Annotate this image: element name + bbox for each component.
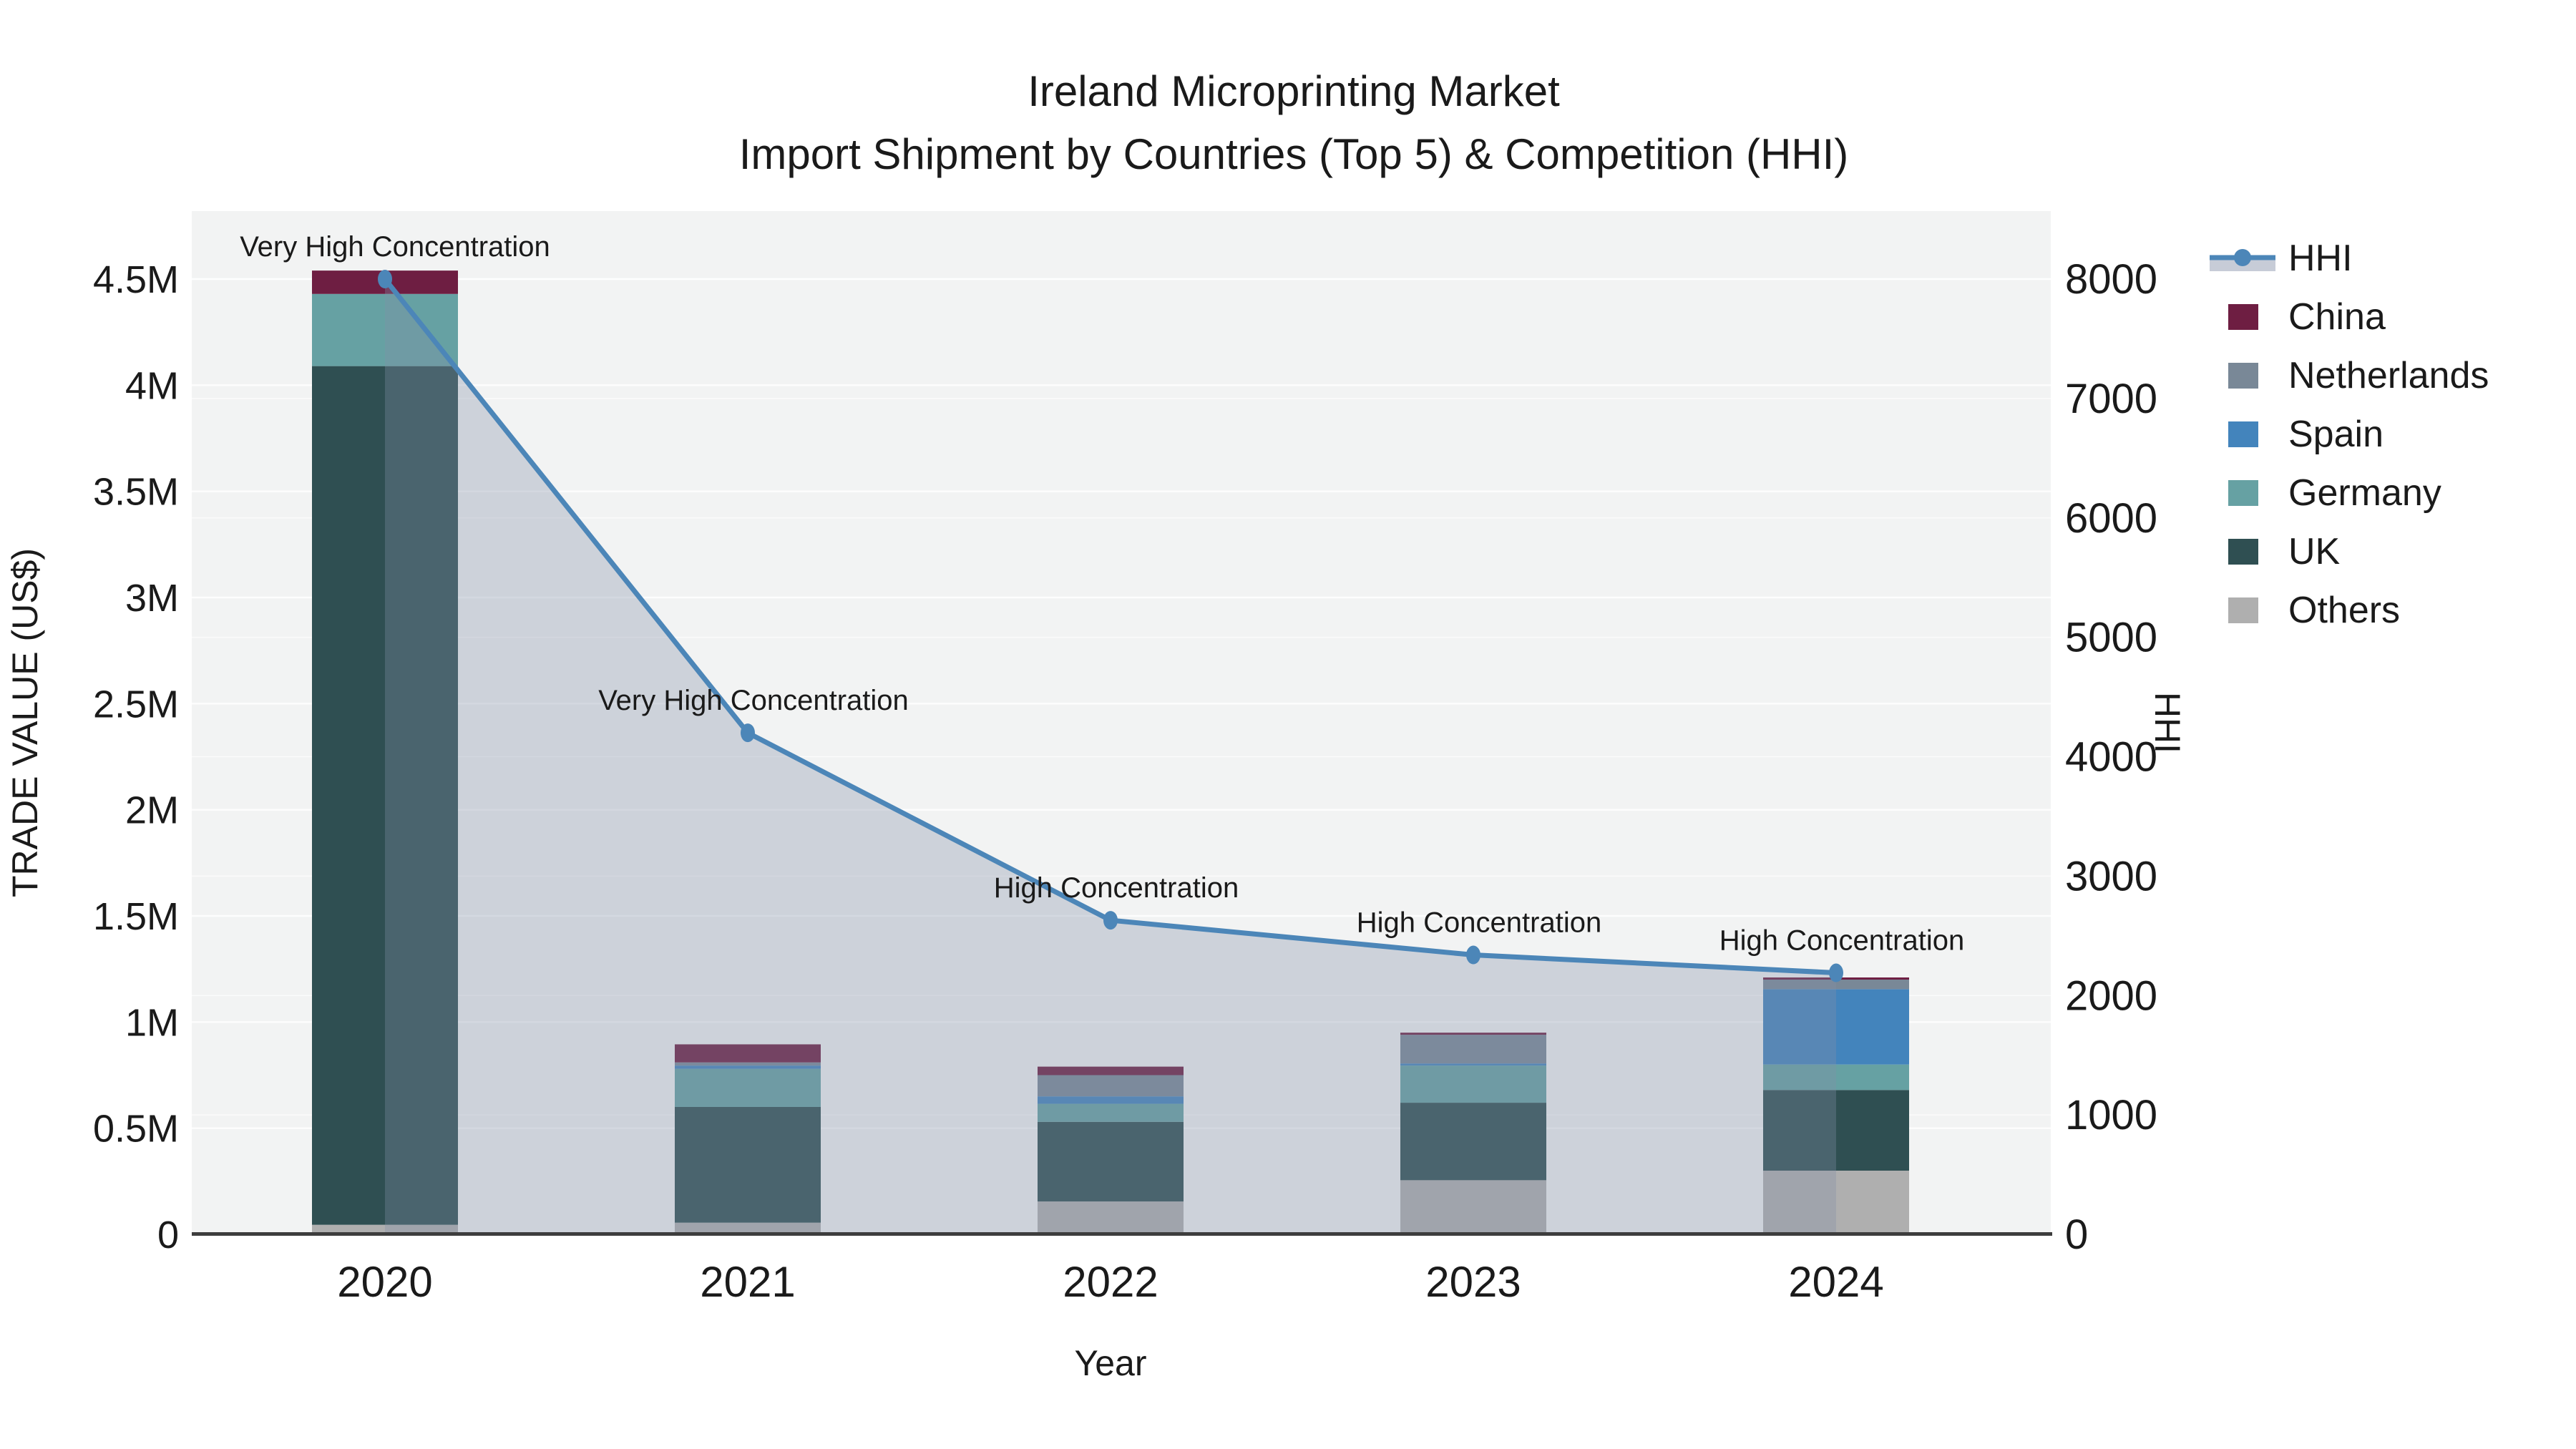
- hhi-marker-2021[interactable]: [741, 723, 755, 743]
- legend: HHI China Netherlands Spain Germany UK Others: [2210, 238, 2489, 631]
- bar-segment-uk-2024[interactable]: [1763, 1090, 1909, 1171]
- bar-segment-uk-2022[interactable]: [1038, 1121, 1184, 1202]
- legend-item-netherlands[interactable]: Netherlands: [2228, 355, 2489, 396]
- right-tick-7000: 7000: [2065, 376, 2157, 422]
- left-tick-3M: 3M: [125, 577, 179, 620]
- annotation-2022: High Concentration: [994, 872, 1239, 904]
- right-tick-2000: 2000: [2065, 972, 2157, 1019]
- x-axis-line: [192, 1232, 2052, 1236]
- bar-segment-china-2022[interactable]: [1038, 1066, 1184, 1075]
- bar-segment-germany-2021[interactable]: [675, 1068, 821, 1107]
- annotation-2024: High Concentration: [1719, 925, 1964, 957]
- annotation-2023: High Concentration: [1357, 907, 1601, 939]
- bar-segment-spain-2022[interactable]: [1038, 1096, 1184, 1104]
- left-tick-4M: 4M: [125, 364, 179, 407]
- annotation-2021: Very High Concentration: [598, 685, 909, 716]
- bar-segment-china-2021[interactable]: [675, 1044, 821, 1063]
- left-tick-3.5M: 3.5M: [93, 471, 179, 514]
- bar-segment-uk-2023[interactable]: [1400, 1103, 1546, 1181]
- right-tick-8000: 8000: [2065, 256, 2157, 303]
- right-tick-6000: 6000: [2065, 495, 2157, 542]
- annotation-2020: Very High Concentration: [240, 231, 550, 263]
- legend-swatch-spain: [2228, 421, 2258, 447]
- hhi-marker-2020[interactable]: [378, 270, 392, 288]
- bar-segment-spain-2021[interactable]: [675, 1065, 821, 1069]
- bar-segment-china-2023[interactable]: [1400, 1033, 1546, 1035]
- bar-segment-others-2021[interactable]: [675, 1222, 821, 1234]
- legend-label-china: China: [2288, 296, 2386, 338]
- left-tick-1M: 1M: [125, 1001, 179, 1044]
- left-axis-title: TRADE VALUE (US$): [5, 548, 45, 897]
- chart-title-line2: Import Shipment by Countries (Top 5) & C…: [739, 130, 1849, 178]
- legend-label-uk: UK: [2288, 531, 2341, 572]
- x-tick-2024: 2024: [1788, 1258, 1883, 1306]
- legend-item-germany[interactable]: Germany: [2228, 472, 2441, 514]
- chart-title-line1: Ireland Microprinting Market: [1028, 67, 1560, 115]
- hhi-marker-2022[interactable]: [1103, 911, 1118, 930]
- legend-label-germany: Germany: [2288, 472, 2441, 514]
- legend-label-netherlands: Netherlands: [2288, 355, 2489, 396]
- left-tick-2M: 2M: [125, 789, 179, 832]
- bar-segment-others-2023[interactable]: [1400, 1180, 1546, 1234]
- right-tick-3000: 3000: [2065, 853, 2157, 899]
- annotations: Very High Concentration Very High Concent…: [240, 231, 1964, 957]
- right-axis-title: HHI: [2147, 692, 2187, 753]
- bar-segment-netherlands-2024[interactable]: [1763, 980, 1909, 990]
- right-tick-0: 0: [2065, 1211, 2088, 1258]
- hhi-marker-2024[interactable]: [1829, 963, 1843, 982]
- stacked-bars: [312, 270, 1909, 1234]
- legend-swatch-others: [2228, 597, 2258, 623]
- bar-segment-others-2022[interactable]: [1038, 1201, 1184, 1234]
- hhi-area-fill: [385, 279, 1836, 1234]
- bar-segment-germany-2023[interactable]: [1400, 1065, 1546, 1103]
- legend-item-china[interactable]: China: [2228, 296, 2386, 338]
- left-tick-2.5M: 2.5M: [93, 683, 179, 726]
- x-tick-2022: 2022: [1063, 1258, 1158, 1306]
- hhi-area: [385, 279, 1836, 1234]
- legend-label-hhi: HHI: [2288, 238, 2353, 279]
- legend-label-others: Others: [2288, 590, 2400, 631]
- legend-item-uk[interactable]: UK: [2228, 531, 2341, 572]
- legend-hhi-marker-icon: [2234, 249, 2251, 266]
- bar-segment-uk-2020[interactable]: [312, 366, 458, 1225]
- legend-item-hhi[interactable]: HHI: [2210, 238, 2353, 279]
- legend-swatch-netherlands: [2228, 363, 2258, 389]
- right-tick-4000: 4000: [2065, 734, 2157, 781]
- legend-swatch-china: [2228, 304, 2258, 330]
- right-tick-1000: 1000: [2065, 1092, 2157, 1138]
- bar-segment-spain-2023[interactable]: [1400, 1063, 1546, 1066]
- legend-swatch-germany: [2228, 480, 2258, 506]
- left-tick-0.5M: 0.5M: [93, 1108, 179, 1151]
- bar-segment-germany-2022[interactable]: [1038, 1103, 1184, 1122]
- legend-item-spain[interactable]: Spain: [2228, 414, 2384, 455]
- legend-item-others[interactable]: Others: [2228, 590, 2400, 631]
- x-tick-2023: 2023: [1425, 1258, 1521, 1306]
- plot-area: [192, 211, 2051, 1234]
- bar-segment-netherlands-2021[interactable]: [675, 1062, 821, 1066]
- right-tick-5000: 5000: [2065, 615, 2157, 661]
- bar-segment-germany-2020[interactable]: [312, 293, 458, 366]
- bar-segment-others-2024[interactable]: [1763, 1171, 1909, 1234]
- x-axis-title: Year: [1074, 1343, 1146, 1383]
- legend-label-spain: Spain: [2288, 414, 2384, 455]
- bar-segment-germany-2024[interactable]: [1763, 1064, 1909, 1091]
- hhi-line-series: [378, 270, 1843, 982]
- bar-segment-netherlands-2023[interactable]: [1400, 1035, 1546, 1064]
- x-tick-2020: 2020: [337, 1258, 432, 1306]
- legend-swatch-uk: [2228, 539, 2258, 565]
- left-tick-1.5M: 1.5M: [93, 895, 179, 938]
- x-tick-2021: 2021: [700, 1258, 795, 1306]
- left-tick-0: 0: [157, 1214, 179, 1257]
- bar-segment-uk-2021[interactable]: [675, 1107, 821, 1223]
- bar-segment-netherlands-2022[interactable]: [1038, 1075, 1184, 1097]
- left-tick-4.5M: 4.5M: [93, 258, 179, 301]
- bar-segment-spain-2024[interactable]: [1763, 989, 1909, 1065]
- hhi-marker-2023[interactable]: [1466, 945, 1480, 965]
- bar-segment-others-2020[interactable]: [312, 1224, 458, 1234]
- axis-ticks: 0 0.5M 1M 1.5M 2M 2.5M 3M 3.5M 4M 4.5M 0 1000 2000 30…: [93, 256, 2157, 1306]
